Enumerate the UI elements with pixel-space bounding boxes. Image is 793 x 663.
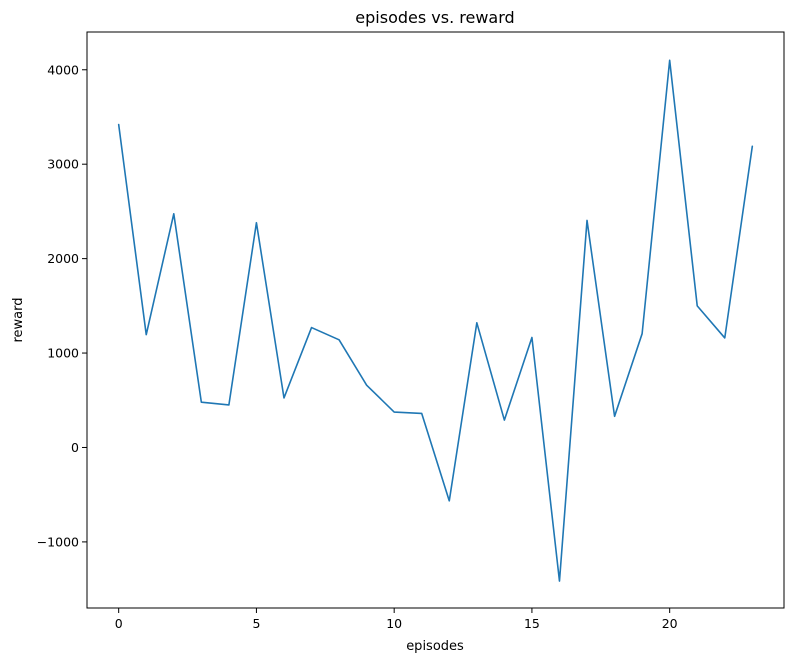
plot-frame: [86, 31, 785, 609]
y-axis-ticks: −1000 0 1000 2000 3000 4000: [37, 62, 87, 549]
y-tick-label: 4000: [47, 62, 79, 77]
x-axis-label: episodes: [406, 639, 464, 654]
series-line: [117, 59, 754, 582]
plot-area: −1000 0 1000 2000 3000 4000 0 5 10 15 20: [37, 31, 785, 631]
y-tick-label: 3000: [47, 157, 79, 172]
x-tick-label: 15: [524, 616, 540, 631]
y-tick-label: 0: [71, 440, 79, 455]
x-tick-label: 0: [115, 616, 123, 631]
series-layer: [117, 59, 754, 582]
x-tick-label: 20: [662, 616, 678, 631]
x-tick-label: 5: [252, 616, 260, 631]
y-tick-label: −1000: [37, 534, 79, 549]
x-axis-ticks: 0 5 10 15 20: [115, 608, 678, 631]
x-tick-label: 10: [386, 616, 402, 631]
y-tick-label: 2000: [47, 251, 79, 266]
chart-title: episodes vs. reward: [355, 8, 514, 27]
y-axis-label: reward: [11, 297, 26, 342]
y-tick-label: 1000: [47, 346, 79, 361]
